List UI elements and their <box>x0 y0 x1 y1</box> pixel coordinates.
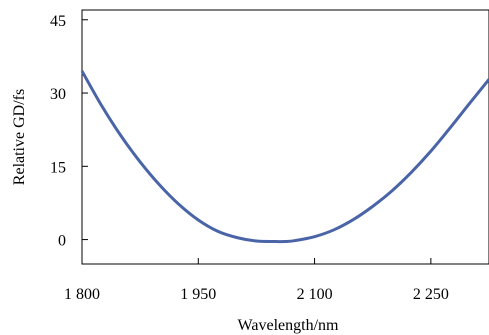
x-tick-label: 2 100 <box>297 286 333 303</box>
series-line <box>80 70 489 244</box>
x-tick-label: 1 950 <box>180 286 216 303</box>
x-axis-label: Wavelength/nm <box>238 317 339 334</box>
x-tick-label: 2 250 <box>413 286 449 303</box>
x-ticks: 1 800 1 950 2 100 2 250 <box>64 258 449 303</box>
plot-frame <box>81 9 489 265</box>
y-ticks: 0 15 30 45 <box>50 13 88 250</box>
y-tick-label: 15 <box>50 159 66 176</box>
y-tick-label: 30 <box>50 86 66 103</box>
y-axis-label: Relative GD/fs <box>11 89 28 185</box>
x-tick-label: 1 800 <box>64 286 100 303</box>
y-tick-label: 45 <box>50 13 66 30</box>
y-tick-label: 0 <box>58 233 66 250</box>
